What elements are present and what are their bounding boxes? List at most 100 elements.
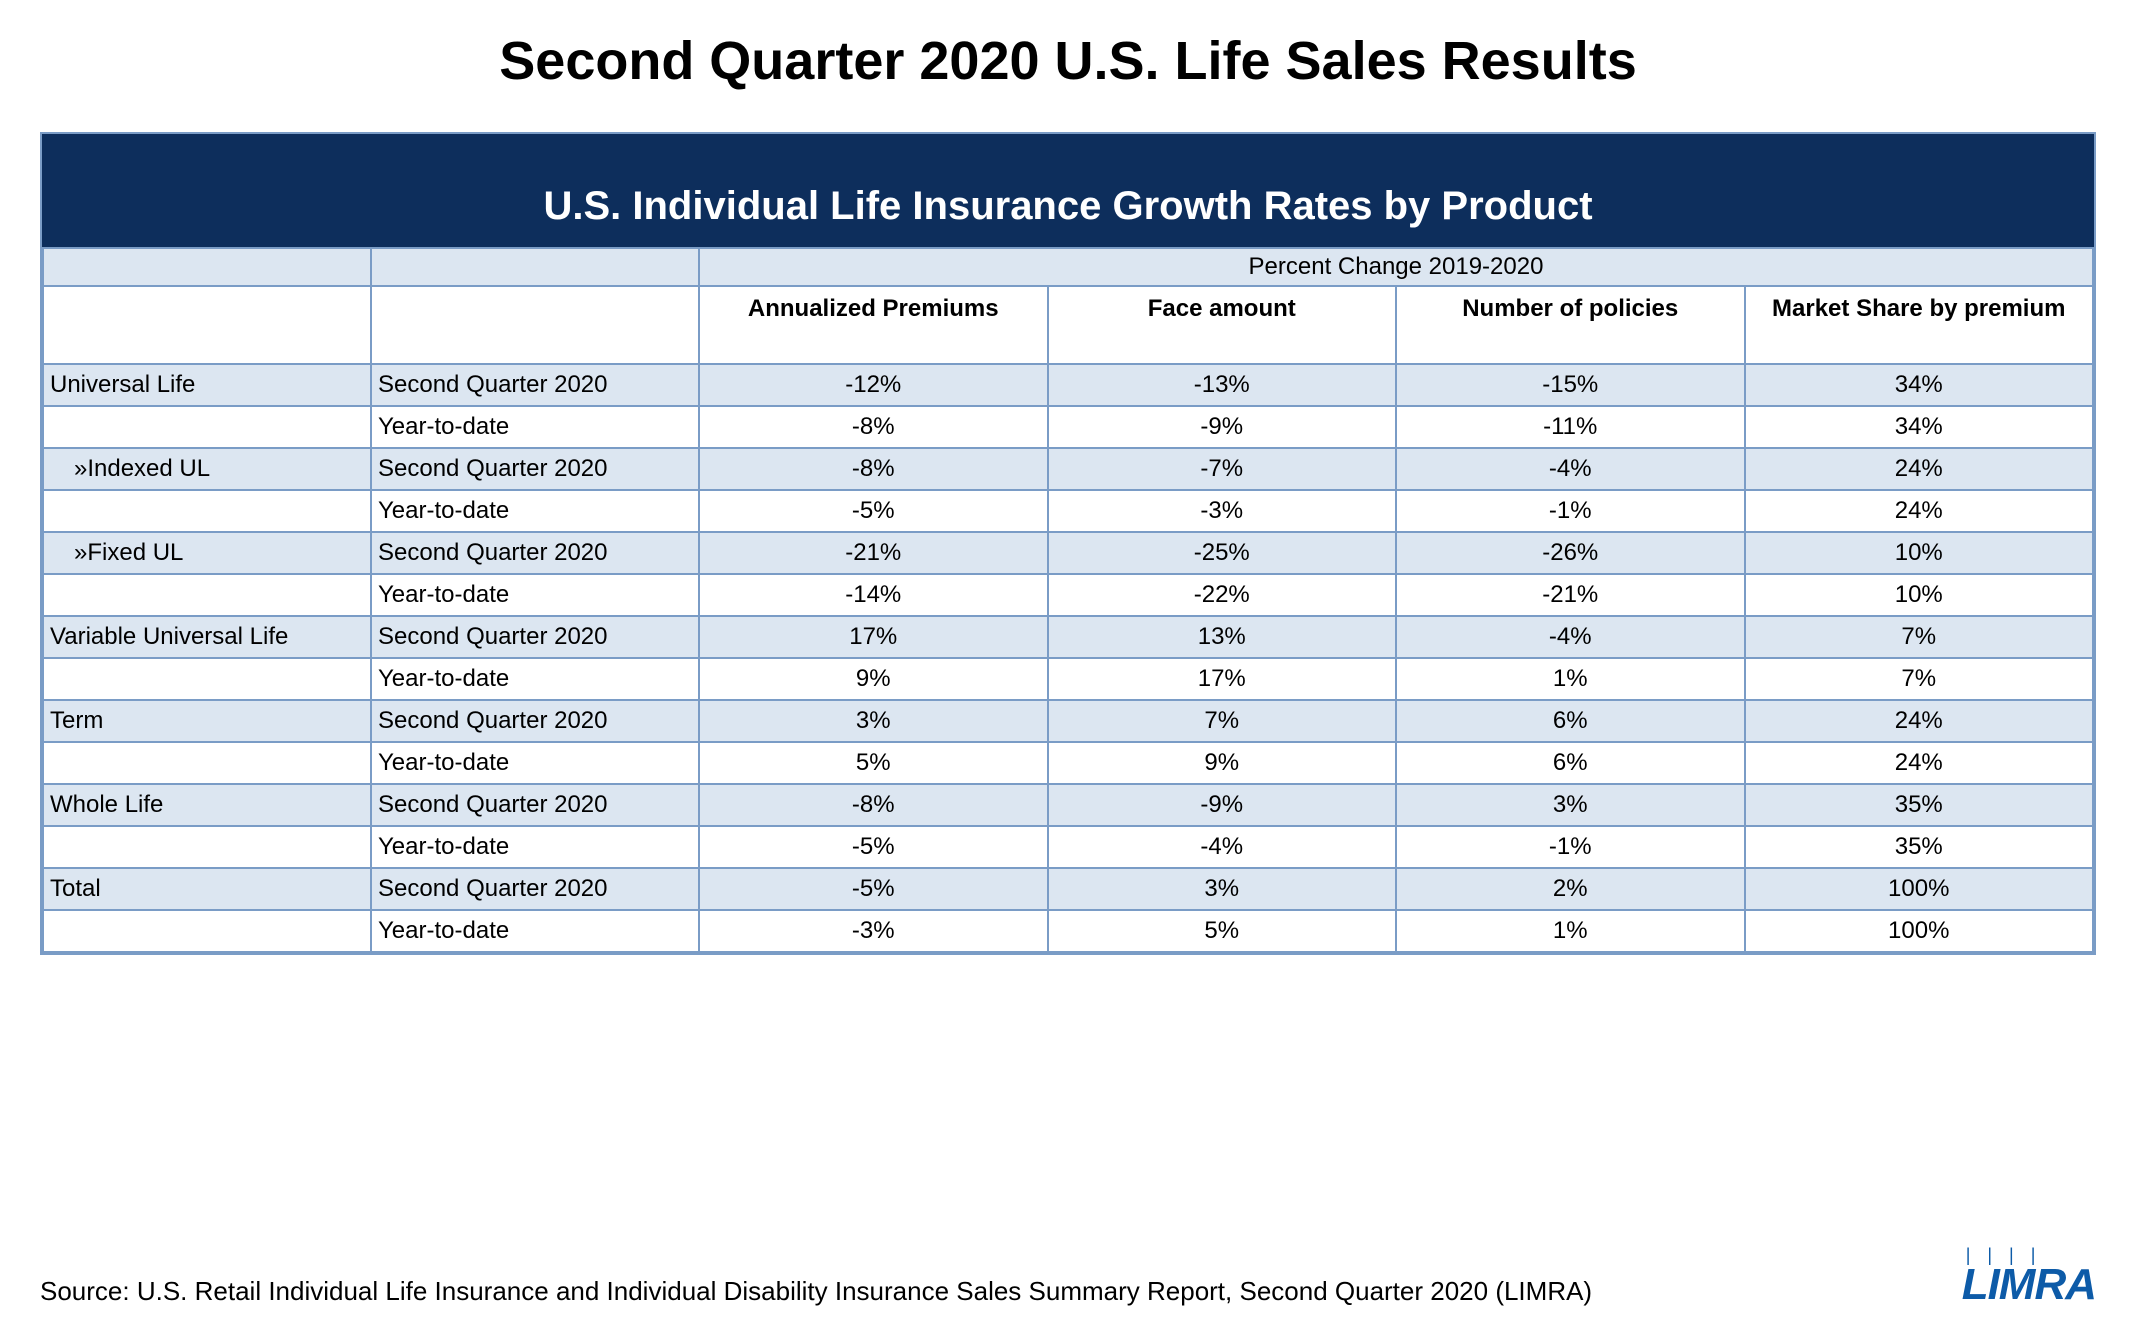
period-cell: Year-to-date	[371, 406, 699, 448]
period-cell: Year-to-date	[371, 910, 699, 952]
value-cell: -21%	[699, 532, 1048, 574]
value-cell: -11%	[1396, 406, 1745, 448]
table-row: Year-to-date-8%-9%-11%34%	[43, 406, 2093, 448]
product-cell	[43, 406, 371, 448]
col-header: Number of policies	[1396, 286, 1745, 364]
value-cell: -8%	[699, 406, 1048, 448]
value-cell: -1%	[1396, 826, 1745, 868]
product-cell: »Fixed UL	[43, 532, 371, 574]
col-header: Market Share by premium	[1745, 286, 2094, 364]
value-cell: -5%	[699, 490, 1048, 532]
value-cell: -14%	[699, 574, 1048, 616]
value-cell: 6%	[1396, 700, 1745, 742]
value-cell: 3%	[1396, 784, 1745, 826]
value-cell: -4%	[1396, 448, 1745, 490]
value-cell: 24%	[1745, 448, 2094, 490]
period-cell: Year-to-date	[371, 574, 699, 616]
empty-cell	[43, 286, 371, 364]
value-cell: 3%	[1048, 868, 1397, 910]
value-cell: 9%	[699, 658, 1048, 700]
value-cell: 17%	[1048, 658, 1397, 700]
value-cell: -3%	[1048, 490, 1397, 532]
product-cell: »Indexed UL	[43, 448, 371, 490]
value-cell: 2%	[1396, 868, 1745, 910]
value-cell: -7%	[1048, 448, 1397, 490]
period-cell: Second Quarter 2020	[371, 784, 699, 826]
table-row: »Fixed ULSecond Quarter 2020-21%-25%-26%…	[43, 532, 2093, 574]
period-cell: Year-to-date	[371, 742, 699, 784]
table-row: »Indexed ULSecond Quarter 2020-8%-7%-4%2…	[43, 448, 2093, 490]
product-cell	[43, 658, 371, 700]
value-cell: -5%	[699, 868, 1048, 910]
value-cell: -15%	[1396, 364, 1745, 406]
period-cell: Second Quarter 2020	[371, 868, 699, 910]
table-row: TermSecond Quarter 20203%7%6%24%	[43, 700, 2093, 742]
value-cell: 10%	[1745, 574, 2094, 616]
product-cell	[43, 910, 371, 952]
value-cell: 1%	[1396, 658, 1745, 700]
table-row: Year-to-date-14%-22%-21%10%	[43, 574, 2093, 616]
col-header: Annualized Premiums	[699, 286, 1048, 364]
subtitle-cell: Percent Change 2019-2020	[699, 248, 2093, 286]
value-cell: 34%	[1745, 406, 2094, 448]
page-title: Second Quarter 2020 U.S. Life Sales Resu…	[40, 30, 2096, 92]
value-cell: 35%	[1745, 826, 2094, 868]
product-cell: Term	[43, 700, 371, 742]
product-cell	[43, 742, 371, 784]
product-cell: Whole Life	[43, 784, 371, 826]
table-row: Year-to-date9%17%1%7%	[43, 658, 2093, 700]
value-cell: 9%	[1048, 742, 1397, 784]
value-cell: 24%	[1745, 700, 2094, 742]
period-cell: Year-to-date	[371, 490, 699, 532]
product-cell	[43, 826, 371, 868]
limra-logo: | | | | LIMRA	[1962, 1250, 2096, 1307]
value-cell: 7%	[1745, 616, 2094, 658]
product-cell: Universal Life	[43, 364, 371, 406]
value-cell: -5%	[699, 826, 1048, 868]
table-row: Universal LifeSecond Quarter 2020-12%-13…	[43, 364, 2093, 406]
value-cell: 1%	[1396, 910, 1745, 952]
product-cell: Total	[43, 868, 371, 910]
table-row: Whole LifeSecond Quarter 2020-8%-9%3%35%	[43, 784, 2093, 826]
value-cell: -3%	[699, 910, 1048, 952]
value-cell: 100%	[1745, 910, 2094, 952]
product-cell: Variable Universal Life	[43, 616, 371, 658]
value-cell: 35%	[1745, 784, 2094, 826]
value-cell: 7%	[1048, 700, 1397, 742]
value-cell: 100%	[1745, 868, 2094, 910]
table-title: U.S. Individual Life Insurance Growth Ra…	[42, 134, 2094, 247]
period-cell: Year-to-date	[371, 826, 699, 868]
value-cell: -12%	[699, 364, 1048, 406]
value-cell: -25%	[1048, 532, 1397, 574]
value-cell: 24%	[1745, 490, 2094, 532]
table-row: Year-to-date-3%5%1%100%	[43, 910, 2093, 952]
value-cell: 5%	[1048, 910, 1397, 952]
table-row: TotalSecond Quarter 2020-5%3%2%100%	[43, 868, 2093, 910]
data-table: Percent Change 2019-2020 Annualized Prem…	[42, 247, 2094, 953]
value-cell: 6%	[1396, 742, 1745, 784]
value-cell: 13%	[1048, 616, 1397, 658]
footer-row: Source: U.S. Retail Individual Life Insu…	[40, 1250, 2096, 1307]
value-cell: -1%	[1396, 490, 1745, 532]
column-headers-row: Annualized Premiums Face amount Number o…	[43, 286, 2093, 364]
subtitle-row: Percent Change 2019-2020	[43, 248, 2093, 286]
data-table-container: U.S. Individual Life Insurance Growth Ra…	[40, 132, 2096, 955]
table-row: Year-to-date5%9%6%24%	[43, 742, 2093, 784]
table-row: Year-to-date-5%-3%-1%24%	[43, 490, 2093, 532]
empty-cell	[43, 248, 371, 286]
value-cell: 24%	[1745, 742, 2094, 784]
value-cell: 5%	[699, 742, 1048, 784]
product-cell	[43, 490, 371, 532]
value-cell: -8%	[699, 448, 1048, 490]
empty-cell	[371, 286, 699, 364]
product-cell	[43, 574, 371, 616]
source-text: Source: U.S. Retail Individual Life Insu…	[40, 1276, 1592, 1307]
value-cell: -9%	[1048, 784, 1397, 826]
value-cell: -21%	[1396, 574, 1745, 616]
value-cell: -4%	[1396, 616, 1745, 658]
logo-text: LIMRA	[1962, 1263, 2096, 1307]
period-cell: Second Quarter 2020	[371, 532, 699, 574]
empty-cell	[371, 248, 699, 286]
value-cell: -13%	[1048, 364, 1397, 406]
value-cell: 10%	[1745, 532, 2094, 574]
